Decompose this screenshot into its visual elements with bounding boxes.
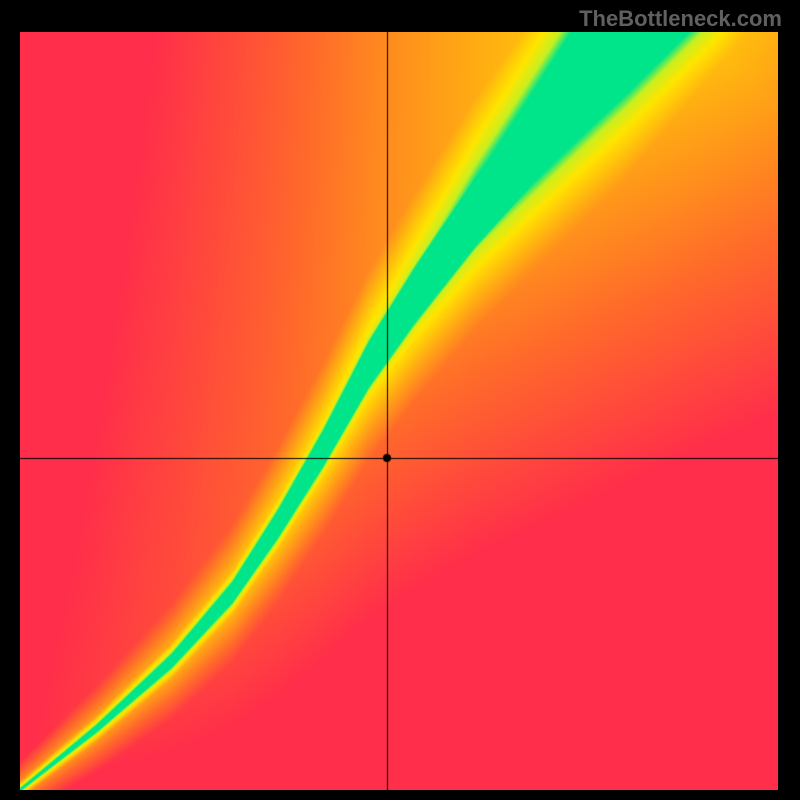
watermark-text: TheBottleneck.com [579,6,782,32]
heatmap-canvas [20,32,778,790]
chart-container: TheBottleneck.com [0,0,800,800]
